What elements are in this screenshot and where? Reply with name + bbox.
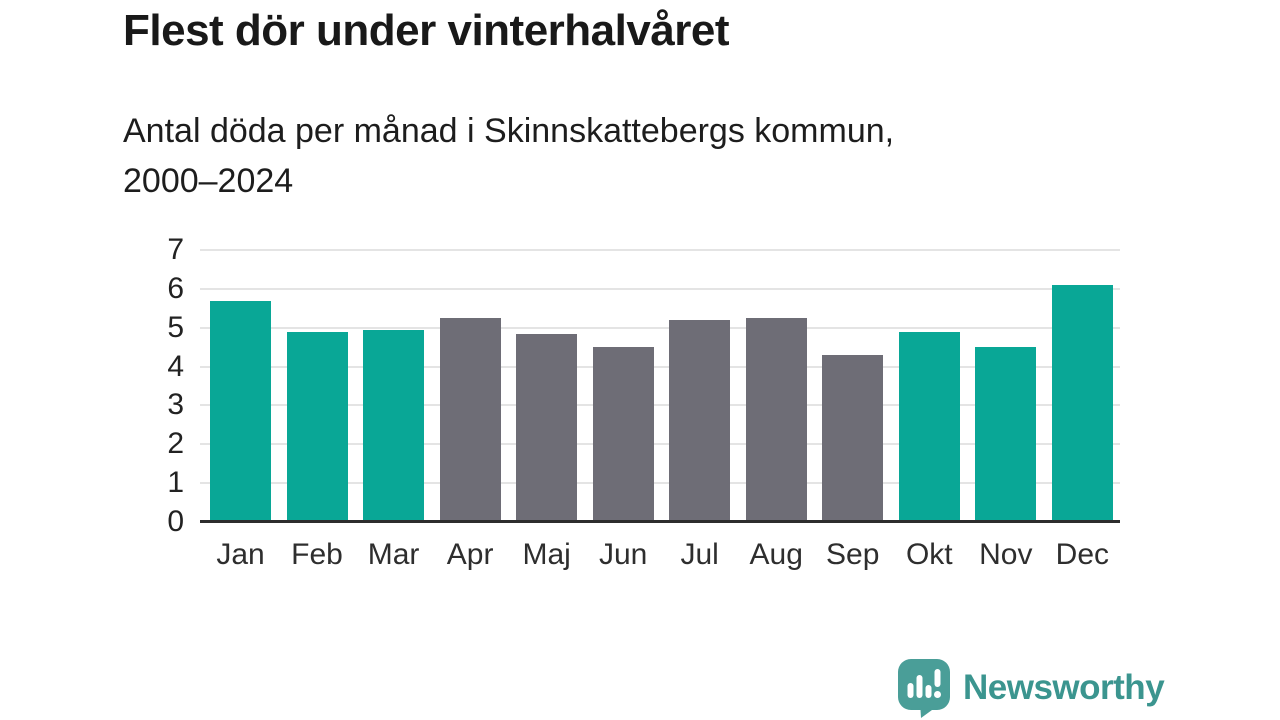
bar-mar xyxy=(363,329,425,522)
logo-exclamation-dot xyxy=(934,691,941,698)
x-tick-label-feb: Feb xyxy=(291,538,343,571)
newsworthy-logo-icon xyxy=(898,659,950,718)
gridline-7 xyxy=(200,249,1120,251)
y-tick-label-3: 3 xyxy=(167,388,184,422)
bar-nov xyxy=(975,347,1037,522)
bar-apr xyxy=(439,318,501,522)
x-axis-line xyxy=(200,520,1120,523)
plot-area xyxy=(200,249,1120,523)
x-tick-label-jul: Jul xyxy=(680,538,719,571)
bar-dec xyxy=(1051,284,1113,522)
bar-sep xyxy=(822,354,884,522)
x-tick-label-aug: Aug xyxy=(749,538,803,571)
brand-name: Newsworthy xyxy=(963,668,1165,707)
logo-bar-2 xyxy=(916,675,923,698)
logo-exclamation-bar xyxy=(934,669,941,687)
bars xyxy=(200,250,1120,522)
x-tick-label-apr: Apr xyxy=(446,538,494,571)
x-tick-label-sep: Sep xyxy=(826,538,880,571)
chart-subtitle-line2: 2000–2024 xyxy=(123,162,294,200)
chart-title: Flest dör under vinterhalvåret xyxy=(123,6,730,55)
x-tick-label-maj: Maj xyxy=(522,538,571,571)
y-axis-labels: 0 1 2 3 4 5 6 7 xyxy=(100,235,184,537)
y-tick-label-0: 0 xyxy=(167,505,184,538)
x-tick-label-jan: Jan xyxy=(216,538,265,571)
bar-jun xyxy=(592,347,654,522)
gridline-3 xyxy=(200,404,1120,407)
y-tick-label-7: 7 xyxy=(167,233,184,266)
chart-subtitle: Antal döda per månad i Skinnskattebergs … xyxy=(123,106,894,206)
bar-feb xyxy=(286,331,348,522)
logo-bar-1 xyxy=(907,683,914,698)
y-tick-label-2: 2 xyxy=(167,427,184,461)
chart-subtitle-line1: Antal döda per månad i Skinnskattebergs … xyxy=(123,112,895,150)
gridline-6 xyxy=(200,287,1120,290)
x-tick-label-jun: Jun xyxy=(598,538,648,571)
x-tick-label-mar: Mar xyxy=(367,538,420,571)
brand-logo: Newsworthy xyxy=(897,659,1165,718)
bar-jan xyxy=(210,300,271,522)
y-tick-label-6: 6 xyxy=(167,271,184,305)
x-tick-label-okt: Okt xyxy=(905,538,953,571)
x-axis-labels: Jan Feb Mar Apr Maj Jun Jul Aug Sep Okt Nov Dec xyxy=(200,537,1120,573)
logo-bar-3 xyxy=(925,685,932,698)
x-tick-label-nov: Nov xyxy=(979,538,1033,571)
x-tick-label-dec: Dec xyxy=(1055,538,1110,571)
y-tick-label-5: 5 xyxy=(167,310,184,344)
y-tick-label-1: 1 xyxy=(167,466,184,500)
bar-aug xyxy=(745,318,807,522)
gridline-4 xyxy=(200,365,1120,368)
y-tick-label-4: 4 xyxy=(167,349,184,383)
gridline-2 xyxy=(200,443,1120,446)
bar-jul xyxy=(669,319,731,522)
gridline-5 xyxy=(200,326,1120,329)
bar-maj xyxy=(516,333,578,522)
gridline-1 xyxy=(200,482,1120,485)
bar-okt xyxy=(898,331,960,522)
